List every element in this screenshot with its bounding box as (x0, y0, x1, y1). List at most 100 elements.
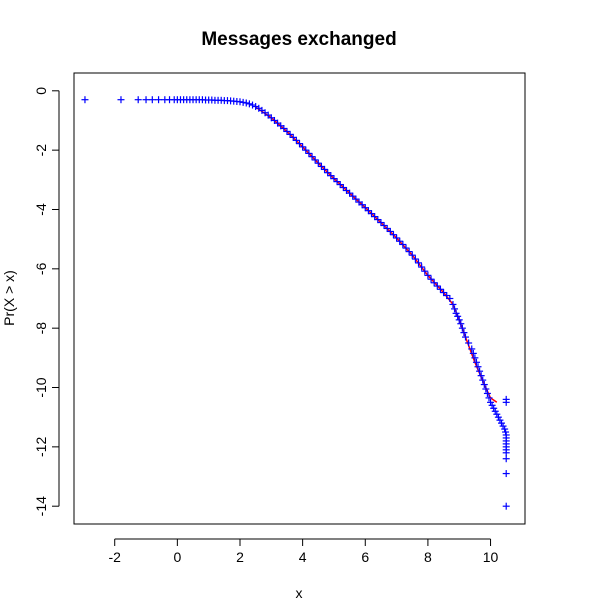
data-point (399, 240, 407, 248)
y-tick-label: -12 (33, 437, 49, 457)
data-point (374, 216, 382, 224)
data-point (327, 172, 335, 180)
data-point (451, 305, 459, 313)
data-point (377, 219, 385, 227)
data-point (415, 259, 423, 267)
data-point (393, 234, 401, 242)
data-point (491, 407, 499, 415)
data-point (501, 425, 509, 433)
data-point (502, 398, 510, 406)
data-point (490, 404, 498, 412)
data-point (496, 416, 504, 424)
data-point (411, 255, 419, 263)
plot-frame (73, 72, 526, 525)
data-point (502, 428, 510, 436)
x-axis-label: x (296, 585, 303, 600)
data-point (502, 455, 510, 463)
data-point (380, 222, 388, 230)
data-point (336, 181, 344, 189)
y-tick-label: -10 (33, 377, 49, 397)
data-point (502, 502, 510, 510)
data-point (311, 156, 319, 164)
data-point (155, 96, 163, 104)
y-tick-label: -8 (33, 322, 49, 335)
data-point (402, 244, 410, 252)
x-tick-label: 8 (424, 549, 432, 565)
data-point (468, 345, 476, 353)
y-tick-label: -6 (33, 262, 49, 275)
data-point (292, 136, 300, 144)
data-point (446, 295, 454, 302)
data-point (339, 184, 347, 192)
data-point (474, 363, 482, 371)
data-point (408, 251, 416, 259)
data-point (308, 153, 316, 161)
data-point (485, 394, 493, 402)
data-point (81, 96, 89, 104)
data-point (302, 146, 310, 154)
data-point (286, 130, 294, 138)
data-point (476, 367, 484, 375)
data-point (458, 324, 466, 332)
data-point (389, 231, 397, 239)
data-point (299, 143, 307, 151)
series-layer (81, 96, 510, 510)
data-point (480, 381, 488, 389)
data-point (477, 372, 485, 380)
data-point (436, 285, 444, 293)
data-point (493, 410, 501, 418)
data-point (148, 96, 156, 104)
data-point (460, 329, 468, 337)
data-point (405, 248, 413, 256)
data-point (427, 275, 435, 283)
data-point (317, 162, 325, 170)
data-point (440, 289, 448, 297)
data-point (499, 422, 507, 430)
data-point (305, 149, 313, 157)
data-point (321, 165, 329, 173)
y-tick-label: -4 (33, 203, 49, 216)
data-point (443, 292, 451, 300)
data-point (289, 133, 297, 141)
x-tick-label: 10 (483, 549, 499, 565)
data-point (479, 376, 487, 384)
x-tick-label: 4 (299, 549, 307, 565)
data-point (498, 419, 506, 427)
data-point (502, 449, 510, 457)
data-point (324, 169, 332, 177)
data-point (330, 175, 338, 183)
data-point (245, 100, 253, 108)
data-point (455, 316, 463, 324)
data-point (430, 279, 438, 287)
data-point (371, 213, 379, 221)
data-point (424, 271, 432, 279)
data-point (502, 470, 510, 478)
data-point (142, 96, 150, 104)
data-point (465, 339, 473, 347)
data-point (346, 189, 354, 197)
data-point (352, 195, 360, 203)
data-point (471, 354, 479, 362)
data-point (364, 207, 372, 215)
data-point (249, 101, 257, 109)
y-axis-label: Pr(X > x) (1, 270, 17, 326)
y-tick-label: 0 (33, 87, 49, 95)
x-tick-label: -2 (108, 549, 121, 565)
data-point (283, 127, 291, 135)
data-point (418, 263, 426, 271)
data-point (452, 309, 460, 317)
data-point (461, 333, 469, 341)
data-point (361, 204, 369, 212)
data-point (296, 140, 303, 148)
data-point (454, 312, 462, 320)
data-point (368, 210, 376, 218)
data-point (349, 192, 357, 200)
data-point (472, 358, 480, 366)
data-point (117, 96, 125, 104)
data-point (469, 349, 477, 357)
data-point (433, 282, 441, 290)
data-point (314, 159, 322, 167)
